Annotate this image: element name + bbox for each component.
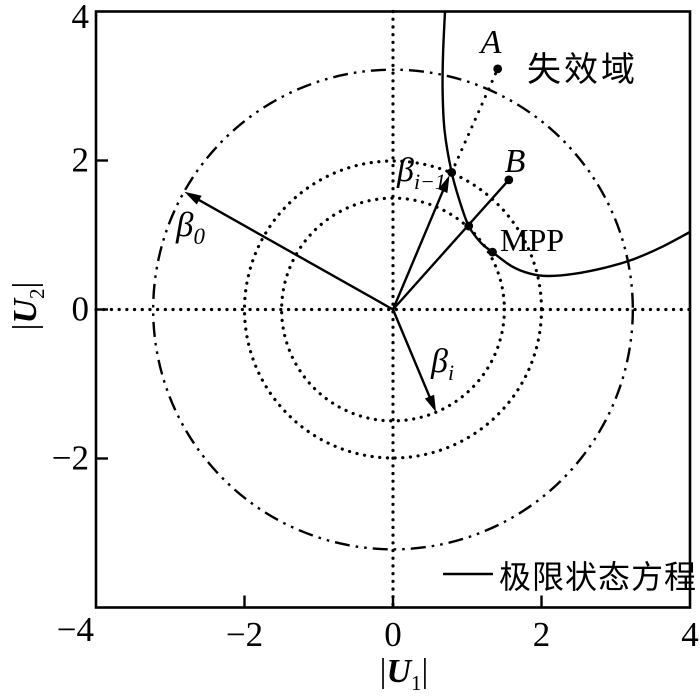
y-tick-label-−2: −2 <box>52 439 89 478</box>
point-MPP <box>488 247 497 257</box>
label-beta-i: βi <box>430 343 454 385</box>
x-tick-label-4: 4 <box>681 615 699 654</box>
origin-to-B-line <box>392 179 510 311</box>
point-B <box>504 175 514 185</box>
point-A <box>493 64 503 74</box>
label-failure-domain: 失效域 <box>527 51 638 89</box>
label-A: A <box>479 24 502 61</box>
y-tick-label-0: 0 <box>72 290 90 329</box>
x-tick-label-2: 2 <box>533 615 551 654</box>
x-tick-label-−2: −2 <box>226 615 263 654</box>
curve-r2-intersection <box>447 168 457 177</box>
y-tick-label-−4: −4 <box>57 610 94 649</box>
label-MPP: MPP <box>500 222 564 258</box>
beta-i-minus-1-arrow <box>391 185 447 310</box>
y-tick-label-2: 2 <box>72 141 90 180</box>
legend-label: 极限状态方程 <box>499 559 697 595</box>
y-axis-title: |U2| <box>7 282 49 331</box>
label-beta-i-1: βi−1 <box>396 152 446 194</box>
beta-0-circle <box>151 68 635 551</box>
x-tick-label-0: 0 <box>384 615 402 654</box>
beta-i-minus-1-arrow-head <box>438 175 450 194</box>
label-beta-0: β0 <box>175 205 205 249</box>
beta-0-arrow <box>193 196 394 311</box>
beta-i-circle <box>280 196 506 423</box>
ray-to-A <box>450 67 500 174</box>
beta-i-minus-1-circle <box>242 159 544 460</box>
curve-r15-intersection <box>464 221 474 231</box>
beta-i-arrow <box>391 309 433 403</box>
label-B: B <box>505 143 526 180</box>
beta-0-arrow-head <box>184 191 202 205</box>
x-axis-title: |U1| <box>380 653 429 695</box>
y-tick-label-4: 4 <box>72 0 90 36</box>
beta-i-arrow-head <box>424 394 437 413</box>
